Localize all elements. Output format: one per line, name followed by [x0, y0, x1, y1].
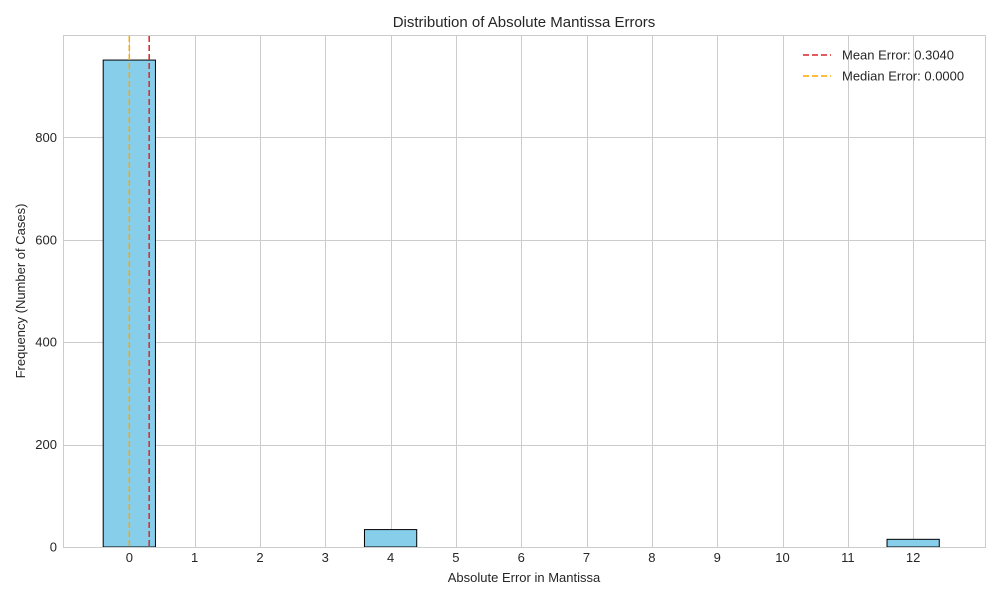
legend: Mean Error: 0.3040 Median Error: 0.0000 [803, 48, 964, 84]
bar-12 [886, 538, 940, 548]
plot-frame [63, 35, 986, 548]
reference-lines-layer [128, 36, 150, 547]
bars-layer [102, 59, 940, 548]
x-tick-label: 10 [775, 550, 789, 565]
y-tick-label: 800 [35, 130, 57, 145]
x-tick-label: 5 [452, 550, 459, 565]
legend-median-label: Median Error: 0.0000 [842, 69, 964, 84]
x-tick-label: 6 [518, 550, 525, 565]
x-tick-label: 11 [841, 550, 855, 565]
bar-0 [102, 59, 156, 548]
x-tick-label: 8 [648, 550, 655, 565]
legend-mean-label: Mean Error: 0.3040 [842, 48, 954, 63]
bar-4 [363, 529, 418, 548]
x-tick-label: 9 [714, 550, 721, 565]
y-tick-label: 600 [35, 232, 57, 247]
chart-title: Distribution of Absolute Mantissa Errors [393, 14, 656, 31]
x-tick-label: 12 [906, 550, 920, 565]
y-tick-label: 200 [35, 437, 57, 452]
x-axis-label: Absolute Error in Mantissa [448, 570, 601, 585]
x-tick-label: 3 [322, 550, 329, 565]
x-tick-label: 4 [387, 550, 394, 565]
y-axis-label: Frequency (Number of Cases) [13, 204, 28, 379]
x-tick-label: 2 [256, 550, 263, 565]
y-tick-label: 0 [50, 540, 57, 555]
x-tick-label: 1 [191, 550, 198, 565]
y-tick-label: 400 [35, 335, 57, 350]
x-tick-label: 0 [126, 550, 133, 565]
x-tick-label: 7 [583, 550, 590, 565]
